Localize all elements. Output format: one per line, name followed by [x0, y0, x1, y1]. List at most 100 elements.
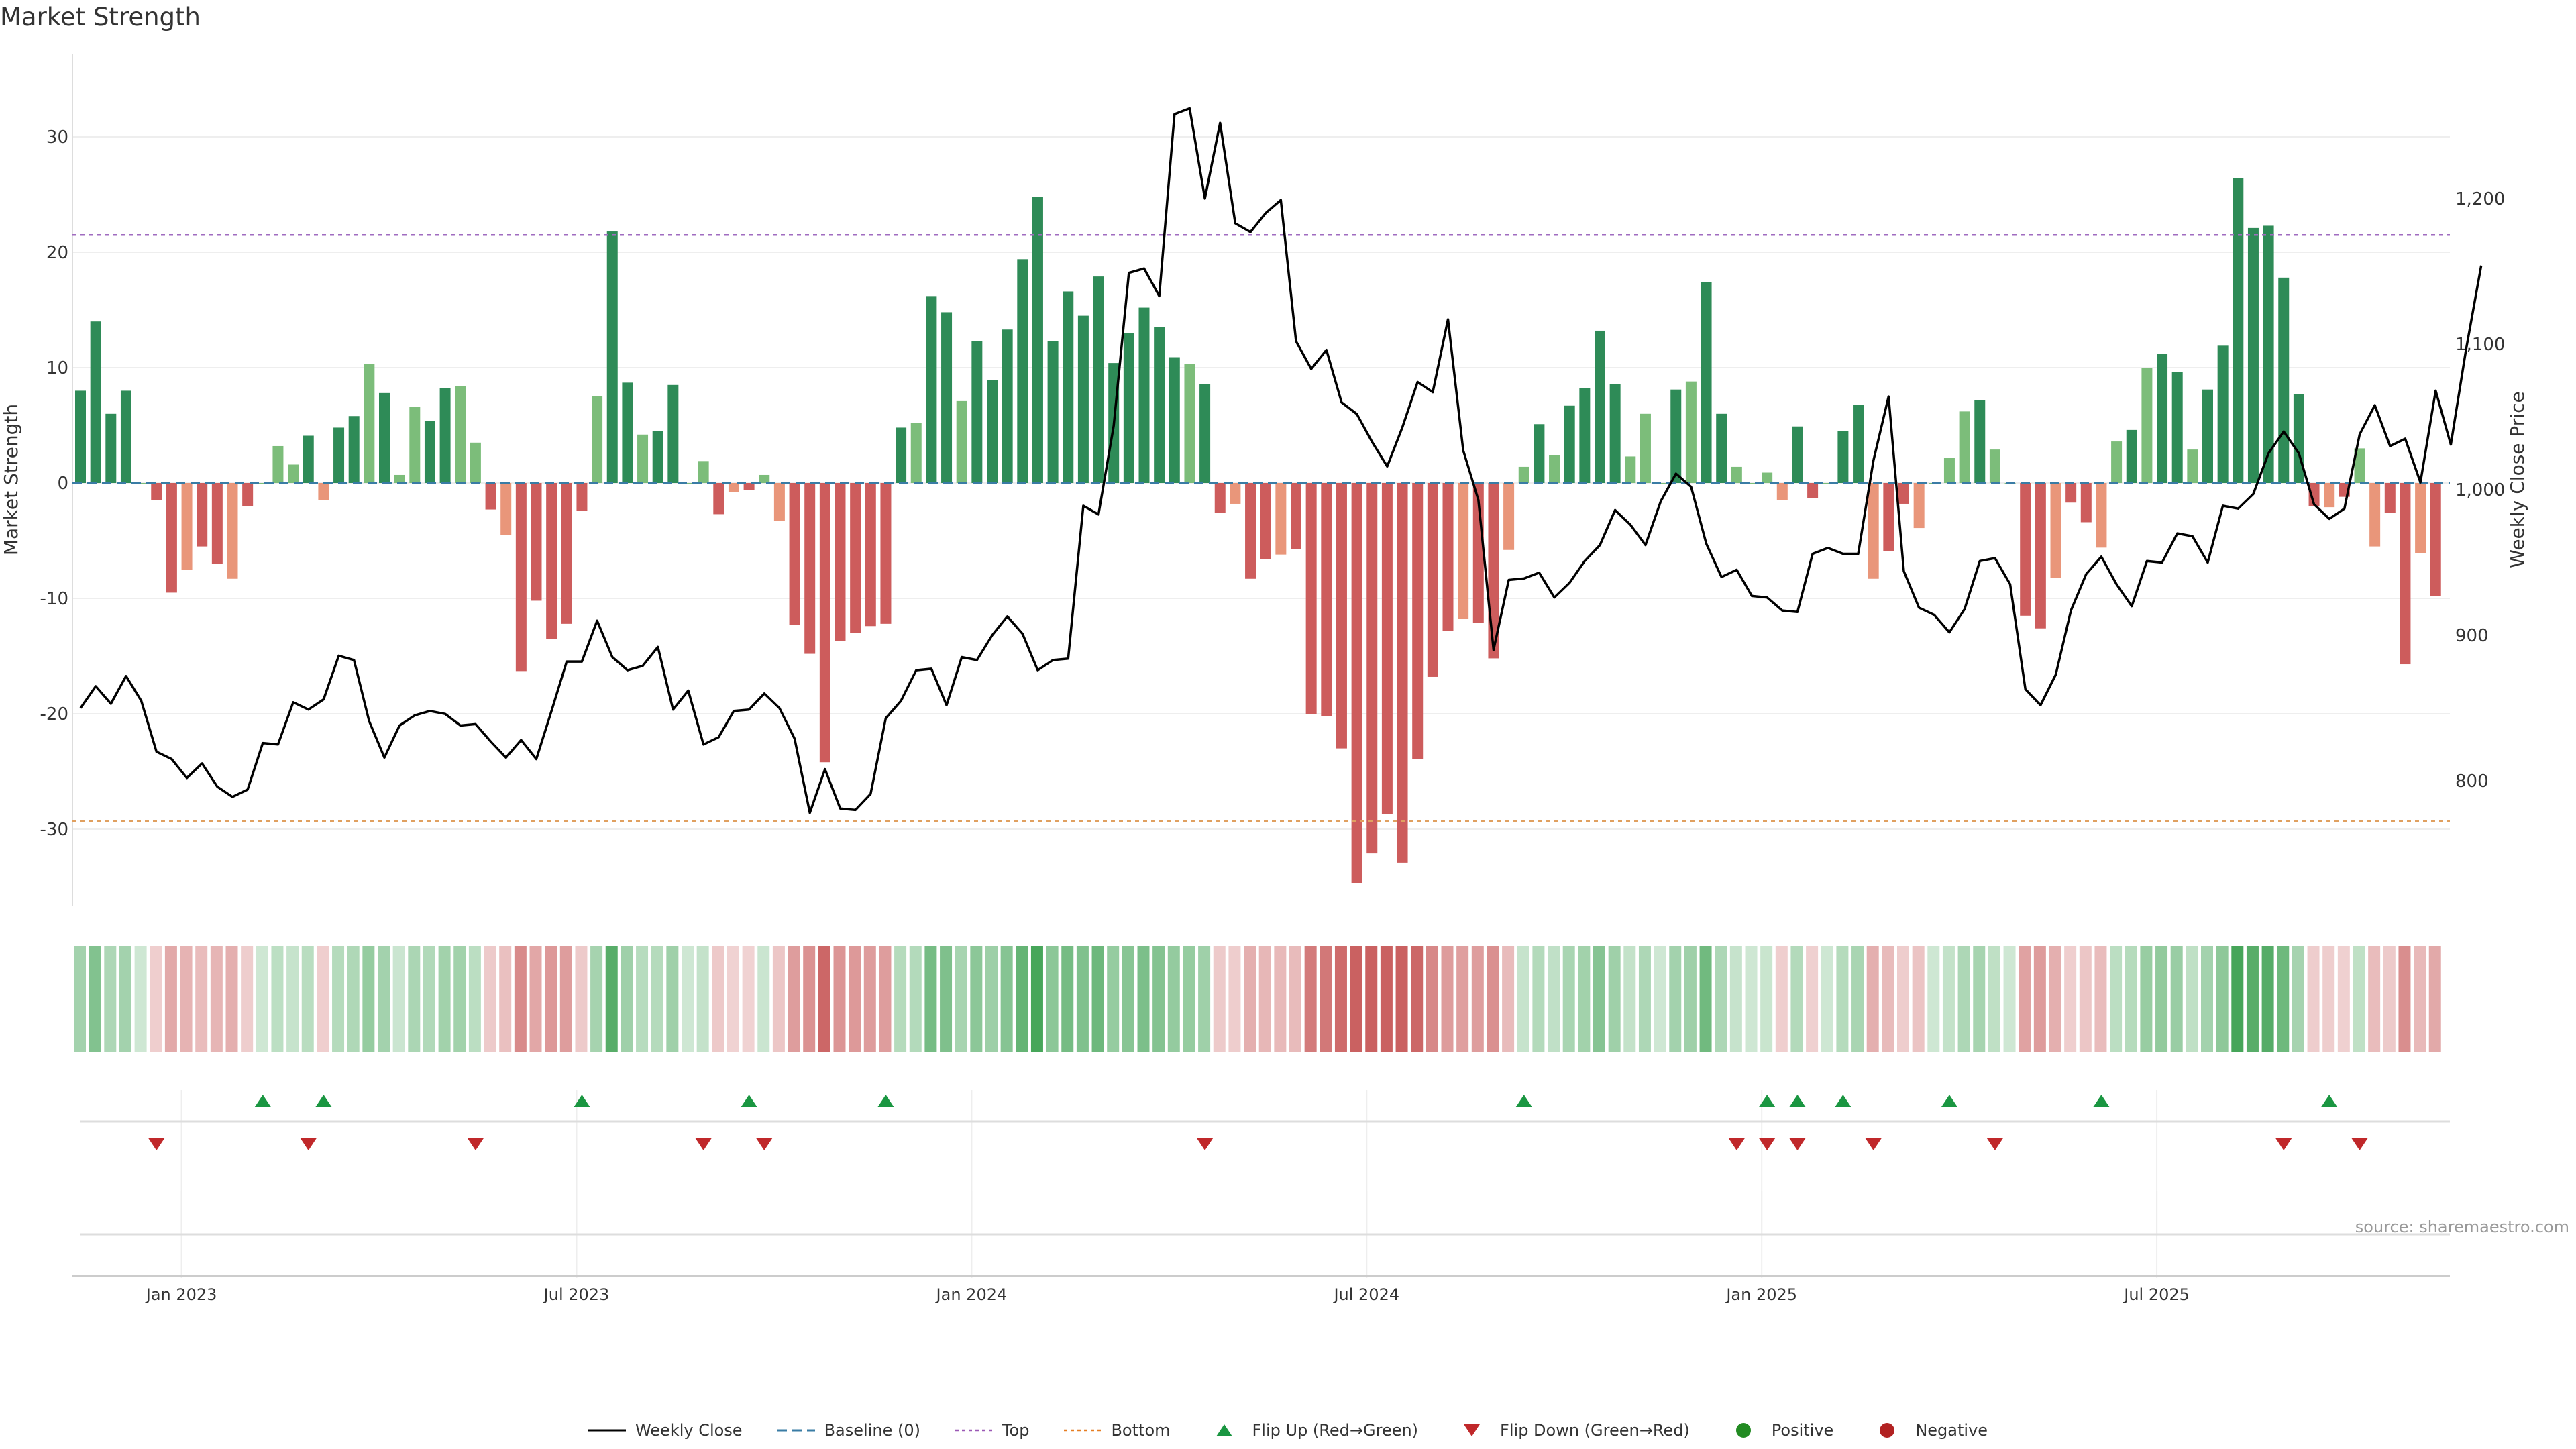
strength-bar	[166, 483, 177, 593]
heat-cell	[332, 946, 345, 1052]
strength-bar	[2324, 483, 2335, 508]
heat-cell	[2428, 946, 2441, 1052]
heat-cell	[1957, 946, 1970, 1052]
strength-bar	[1412, 483, 1424, 759]
strength-bar	[2415, 483, 2426, 553]
heat-cell	[1517, 946, 1529, 1052]
heat-cell	[1745, 946, 1758, 1052]
strength-bar	[1351, 483, 1362, 883]
strength-bar	[926, 296, 937, 483]
strength-bar	[75, 390, 86, 483]
strength-bar	[910, 423, 922, 483]
heat-cell	[499, 946, 512, 1052]
heat-cell	[545, 946, 557, 1052]
heat-cell	[453, 946, 466, 1052]
legend-item: Flip Up (Red→Green)	[1205, 1421, 1418, 1440]
heat-cell	[164, 946, 177, 1052]
heat-cell	[1882, 946, 1894, 1052]
strength-bar	[1670, 389, 1682, 483]
strength-bar	[2400, 483, 2411, 665]
strength-bar	[303, 435, 314, 483]
heat-cell	[1502, 946, 1515, 1052]
strength-bar	[2187, 449, 2198, 483]
strength-bar	[1731, 466, 1742, 483]
heat-cell	[575, 946, 588, 1052]
legend-label: Flip Down (Green→Red)	[1500, 1421, 1690, 1440]
strength-bar	[728, 483, 739, 492]
flip-up-marker	[1941, 1095, 1957, 1107]
strength-bar	[181, 483, 193, 570]
strength-bar	[242, 483, 254, 506]
heat-cell	[2170, 946, 2183, 1052]
strength-bar	[1959, 411, 1970, 483]
strength-bar	[1534, 424, 1545, 483]
y-right-tick-label: 1,200	[2455, 189, 2505, 209]
heat-cell	[1471, 946, 1484, 1052]
flip-down-marker	[1197, 1138, 1214, 1150]
heat-cell	[317, 946, 329, 1052]
heat-cell	[2231, 946, 2244, 1052]
heat-cell	[1729, 946, 1742, 1052]
strength-bar	[698, 461, 709, 483]
strength-bar	[424, 421, 435, 483]
y-right-tick-label: 1,000	[2455, 480, 2505, 500]
heat-cell	[271, 946, 284, 1052]
heat-cell	[1715, 946, 1727, 1052]
strength-bar	[1943, 458, 1955, 483]
strength-bar	[288, 464, 299, 483]
legend-swatch	[1735, 1423, 1751, 1438]
heat-cell	[1228, 946, 1241, 1052]
legend-item: Baseline (0)	[777, 1421, 920, 1440]
heat-cell	[1183, 946, 1195, 1052]
flip-down-marker	[1789, 1138, 1806, 1150]
strength-bar	[136, 483, 147, 484]
flip-down-marker	[1759, 1138, 1776, 1150]
strength-bar	[1716, 413, 1727, 483]
heat-cell	[682, 946, 694, 1052]
heat-cell	[392, 946, 405, 1052]
strength-bar	[1047, 341, 1059, 483]
heat-cell	[2368, 946, 2381, 1052]
heat-cell	[2186, 946, 2198, 1052]
heat-cell	[529, 946, 542, 1052]
strength-bar	[409, 407, 421, 483]
flip-up-marker	[1835, 1095, 1851, 1107]
heat-cell	[1638, 946, 1651, 1052]
heat-cell	[1866, 946, 1879, 1052]
x-tick-label: Jul 2025	[2123, 1285, 2190, 1304]
legend: Weekly Close Baseline (0) Top Bottom Flip Up…	[0, 1421, 2576, 1440]
strength-bar	[1883, 483, 1894, 551]
flip-down-marker	[756, 1138, 773, 1150]
heat-cell	[1137, 946, 1150, 1052]
heat-cell	[2003, 946, 2016, 1052]
strength-bar	[2157, 354, 2168, 483]
strength-bar	[1595, 330, 1605, 483]
heat-cell	[818, 946, 830, 1052]
strength-bar	[1518, 466, 1529, 483]
heat-cell	[241, 946, 254, 1052]
flip-up-marker	[254, 1095, 271, 1107]
x-tick-label: Jul 2023	[543, 1285, 610, 1304]
heat-cell	[2246, 946, 2259, 1052]
y-left-tick-label: 0	[57, 474, 68, 494]
strength-bar	[865, 483, 876, 627]
strength-bar	[576, 483, 588, 511]
strength-bar	[348, 416, 360, 483]
strength-bar	[151, 483, 162, 500]
legend-label: Positive	[1771, 1421, 1834, 1440]
strength-bar	[819, 483, 830, 763]
heat-cell	[1441, 946, 1454, 1052]
strength-bar	[364, 364, 375, 483]
heat-cell	[1806, 946, 1819, 1052]
strength-bar	[515, 483, 527, 672]
strength-bar	[1184, 364, 1195, 483]
strength-bar	[1214, 483, 1226, 513]
heat-cell	[2277, 946, 2290, 1052]
heat-cell	[1988, 946, 2000, 1052]
heat-cell	[605, 946, 618, 1052]
heat-cell	[1973, 946, 1986, 1052]
heat-cell	[1046, 946, 1059, 1052]
heat-cell	[1365, 946, 1378, 1052]
strength-bar	[606, 231, 618, 483]
flip-up-marker	[315, 1095, 332, 1107]
